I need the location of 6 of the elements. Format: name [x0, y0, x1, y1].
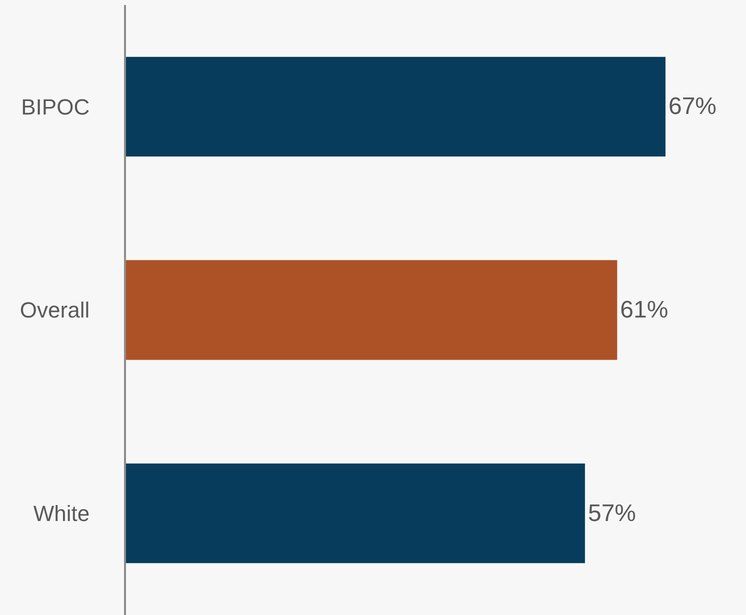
- data-label: 61%: [620, 296, 668, 324]
- y-tick-label: White: [33, 501, 90, 526]
- y-tick-label: Overall: [20, 298, 90, 323]
- y-tick-label: BIPOC: [21, 94, 90, 120]
- data-label: 67%: [668, 93, 717, 120]
- data-label: 57%: [588, 500, 636, 527]
